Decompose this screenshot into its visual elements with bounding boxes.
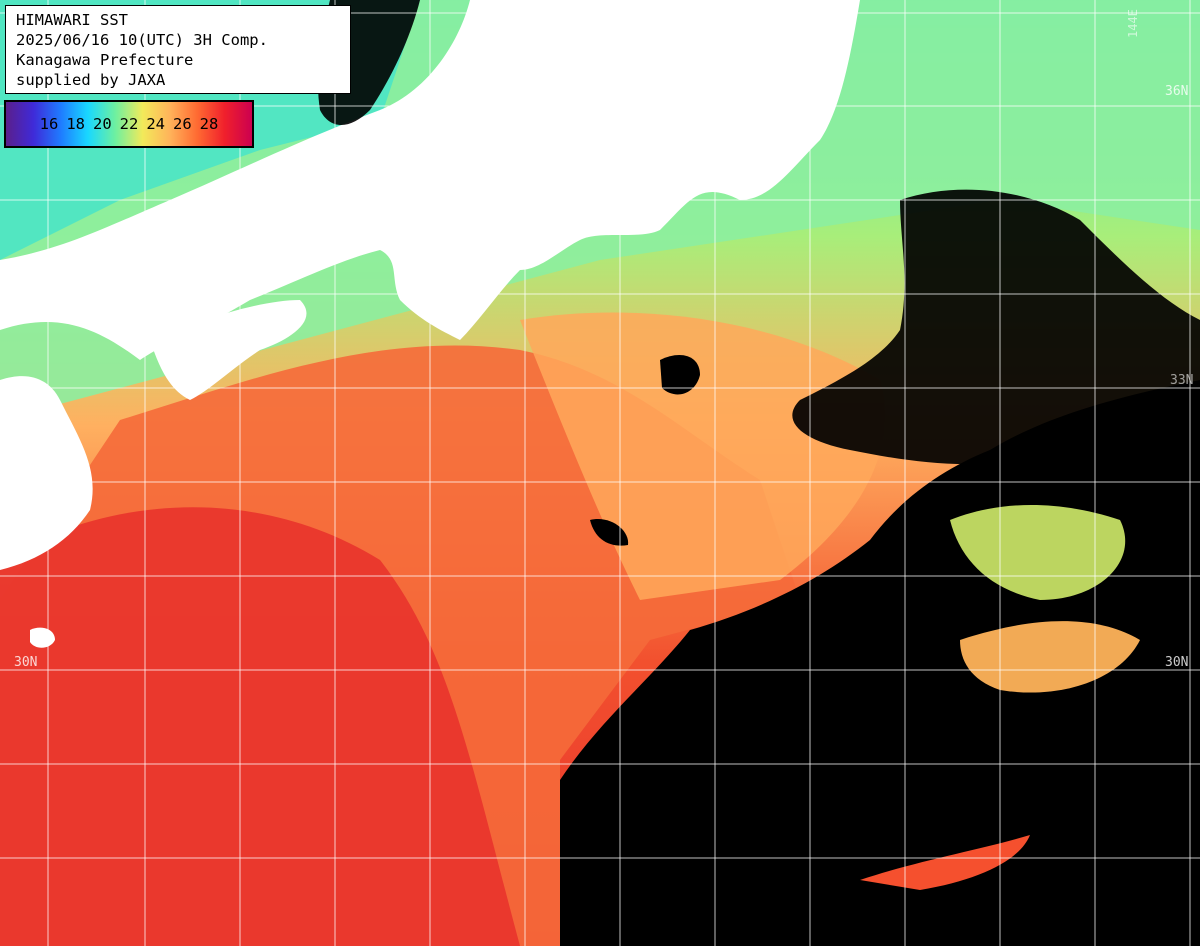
legend-label: 20 <box>92 115 112 133</box>
sea-hot-south <box>0 507 520 946</box>
island-south <box>30 627 55 648</box>
info-title: HIMAWARI SST <box>16 11 128 29</box>
legend-label: 18 <box>66 115 85 133</box>
info-supplier: supplied by JAXA <box>16 71 166 89</box>
legend-label: 28 <box>199 115 219 133</box>
lat-label-30n-right: 30N <box>1165 655 1188 670</box>
map-info-box: HIMAWARI SST 2025/06/16 10(UTC) 3H Comp.… <box>5 5 351 94</box>
japan-shikoku <box>150 300 307 400</box>
sst-color-legend: 16 18 20 22 24 26 28 <box>4 100 254 148</box>
sea-warm-patch-southeast <box>860 835 1030 890</box>
cloud-northeast <box>792 189 1200 465</box>
legend-label: 26 <box>173 115 192 133</box>
legend-label: 16 <box>39 115 59 133</box>
japan-kyushu <box>0 376 93 570</box>
lon-label-138e: 138E <box>482 7 496 36</box>
lon-label-144e: 144E <box>1126 9 1140 38</box>
lat-label-30n-left: 30N <box>14 655 37 670</box>
info-region: Kanagawa Prefecture <box>16 51 194 69</box>
info-datetime: 2025/06/16 10(UTC) 3H Comp. <box>16 31 268 49</box>
lat-label-36n: 36N <box>1165 84 1188 99</box>
cloud-small-1 <box>660 355 700 395</box>
cloud-small-2 <box>590 519 629 546</box>
legend-label: 24 <box>146 115 165 133</box>
lat-label-33n: 33N <box>1170 373 1193 388</box>
legend-label: 22 <box>119 115 139 133</box>
